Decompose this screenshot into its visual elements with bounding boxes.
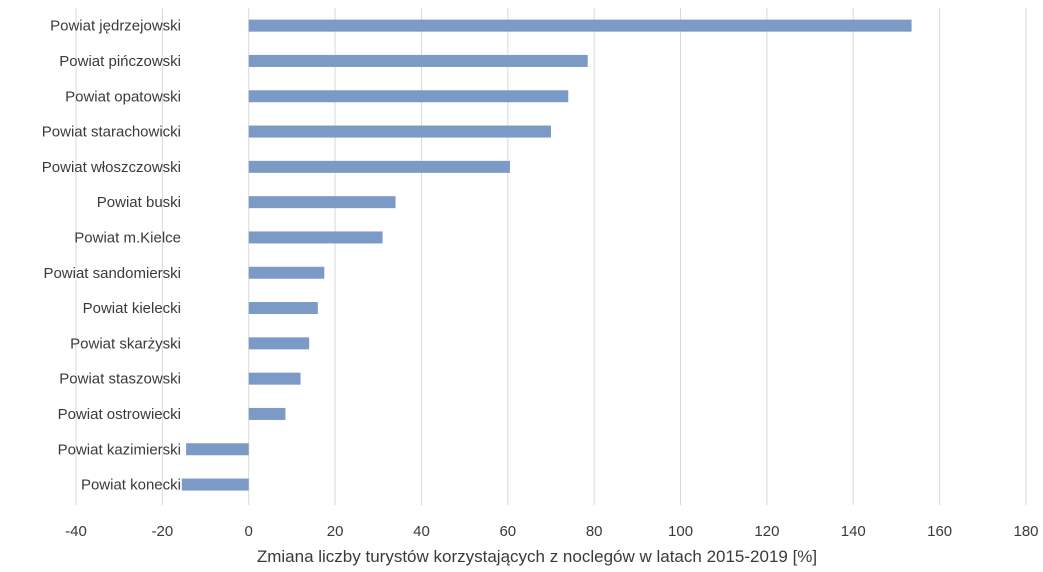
bar: [181, 478, 249, 491]
category-label: Powiat włoszczowski: [42, 159, 181, 176]
x-axis-title: Zmiana liczby turystów korzystających z …: [257, 547, 817, 566]
bar: [248, 160, 510, 173]
bar: [248, 337, 310, 350]
x-tick-labels: -40 -20 0 20 40 60 80 100 120 140 160 180: [65, 523, 1038, 540]
category-label: Powiat skarżyski: [70, 335, 181, 352]
category-label: Powiat ostrowiecki: [58, 406, 181, 423]
x-tick-label: 40: [413, 523, 430, 540]
x-tick-label: 20: [327, 523, 344, 540]
category-label: Powiat konecki: [81, 477, 181, 494]
bar: [186, 443, 249, 456]
x-tick-label: 160: [927, 523, 952, 540]
bar: [248, 90, 569, 103]
category-label: Powiat opatowski: [65, 88, 181, 105]
x-tick-label: 0: [245, 523, 253, 540]
category-label: Powiat starachowicki: [42, 124, 181, 141]
bar: [248, 407, 286, 420]
bar: [248, 372, 301, 385]
x-tick-label: 180: [1013, 523, 1038, 540]
gridlines: [75, 8, 1027, 505]
category-labels: Powiat jędrzejowski Powiat pińczowski Powi…: [42, 18, 181, 494]
category-label: Powiat jędrzejowski: [50, 18, 181, 35]
x-tick-label: 140: [841, 523, 866, 540]
category-label: Powiat sandomierski: [43, 265, 181, 282]
bar: [248, 266, 325, 279]
category-label: Powiat kielecki: [83, 300, 181, 317]
x-tick-label: -40: [65, 523, 87, 540]
x-tick-label: -20: [152, 523, 174, 540]
x-tick-label: 120: [754, 523, 779, 540]
category-label: Powiat kazimierski: [58, 441, 181, 458]
x-tick-label: 60: [499, 523, 516, 540]
category-label: Powiat buski: [97, 194, 181, 211]
bar: [248, 54, 588, 67]
x-tick-label: 100: [668, 523, 693, 540]
category-label: Powiat staszowski: [59, 371, 181, 388]
bar: [248, 231, 383, 244]
bars: [181, 19, 912, 491]
bar: [248, 19, 912, 32]
category-label: Powiat pińczowski: [59, 53, 181, 70]
bar: [248, 302, 318, 315]
bar: [248, 125, 551, 138]
bar: [248, 196, 396, 209]
category-label: Powiat m.Kielce: [74, 229, 181, 246]
x-tick-label: 80: [586, 523, 603, 540]
